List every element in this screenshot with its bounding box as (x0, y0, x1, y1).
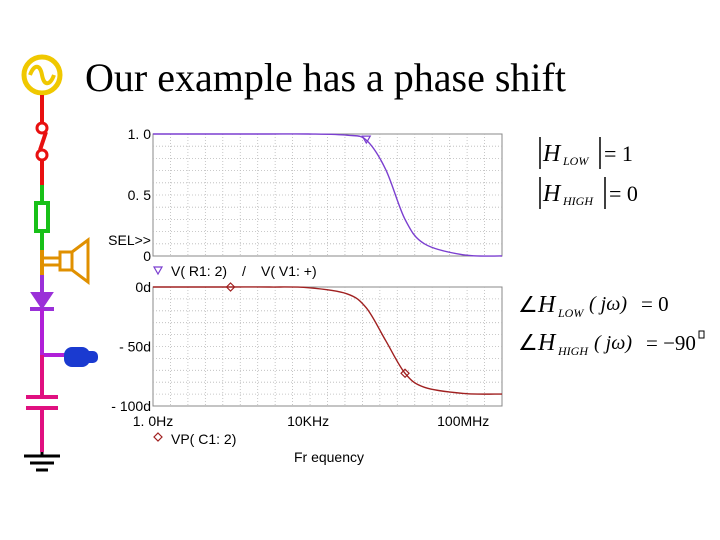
legend-separator: / (242, 263, 246, 279)
angle-symbol: ∠ (518, 330, 538, 355)
phase-grid (153, 287, 502, 406)
series-marker (225, 282, 236, 292)
phase-series (153, 282, 503, 395)
magnitude-panel: 1. 0 0. 5 0 SEL>> (108, 126, 503, 264)
eq-value: = 0 (641, 292, 669, 316)
magnitude-ytick: 1. 0 (128, 126, 152, 142)
legend-triangle-marker (152, 266, 164, 276)
eq-value: = 0 (609, 181, 638, 206)
equations-panel: H LOW = 1 H HIGH = 0 ∠ H LOW ( jω) = 0 ∠… (518, 137, 705, 358)
legend-entry: V( V1: +) (261, 263, 317, 279)
equation-mag-high: H HIGH = 0 (539, 177, 638, 209)
frequency-xtick: 1. 0Hz (133, 413, 173, 429)
equation-mag-low: H LOW = 1 (539, 137, 633, 169)
eq-symbol: H (542, 181, 562, 207)
magnitude-legend: V( R1: 2) / V( V1: +) (152, 263, 317, 279)
magnitude-grid (153, 134, 502, 256)
frequency-xtick: 10KHz (287, 413, 329, 429)
ground-icon (24, 452, 60, 472)
diode-icon (30, 275, 68, 357)
magnitude-series (153, 133, 503, 257)
eq-symbol: H (537, 330, 557, 356)
circuit-strip (21, 54, 98, 472)
legend-entry: V( R1: 2) (171, 263, 227, 279)
magnitude-ytick: 0. 5 (128, 187, 152, 203)
eq-argument: ( jω) (589, 293, 627, 315)
equation-phase-low: ∠ H LOW ( jω) = 0 (518, 292, 669, 320)
eq-subscript: HIGH (557, 344, 589, 358)
speaker-icon (40, 237, 90, 285)
switch-icon (35, 95, 49, 185)
resistor-icon (34, 185, 50, 250)
slide-title: Our example has a phase shift (85, 55, 566, 100)
series-line (153, 286, 503, 395)
magnitude-ytick: 0 (143, 248, 151, 264)
series-marker (400, 368, 410, 379)
eq-symbol: H (537, 292, 557, 318)
phase-panel: 0d - 50d - 100d 1. 0Hz 10KHz 100MHz (111, 279, 503, 429)
x-axis-label: Fr equency (294, 449, 364, 465)
sel-marker-label: SEL>> (108, 232, 151, 248)
lamp-icon (64, 347, 98, 367)
eq-value: = −90 (646, 331, 696, 355)
eq-subscript: LOW (557, 306, 584, 320)
degree-symbol (698, 330, 705, 339)
eq-argument: ( jω) (594, 332, 632, 354)
eq-subscript: HIGH (562, 194, 594, 208)
bode-plot: 1. 0 0. 5 0 SEL>> V( R1: 2) / V( V1: +) … (108, 126, 503, 465)
frequency-xtick: 100MHz (437, 413, 489, 429)
eq-subscript: LOW (562, 154, 589, 168)
legend-diamond-marker (153, 432, 163, 442)
series-line (153, 133, 503, 257)
phase-ytick: - 100d (111, 398, 151, 414)
capacitor-icon (26, 355, 58, 452)
angle-symbol: ∠ (518, 292, 538, 317)
eq-value: = 1 (604, 141, 633, 166)
phase-ytick: 0d (135, 279, 151, 295)
ac-source-icon (21, 54, 63, 96)
phase-legend: VP( C1: 2) (153, 431, 236, 447)
equation-phase-high: ∠ H HIGH ( jω) = −90 (518, 330, 705, 358)
legend-entry: VP( C1: 2) (171, 431, 236, 447)
eq-symbol: H (542, 141, 562, 167)
series-marker (361, 135, 372, 145)
phase-ytick: - 50d (119, 339, 151, 355)
